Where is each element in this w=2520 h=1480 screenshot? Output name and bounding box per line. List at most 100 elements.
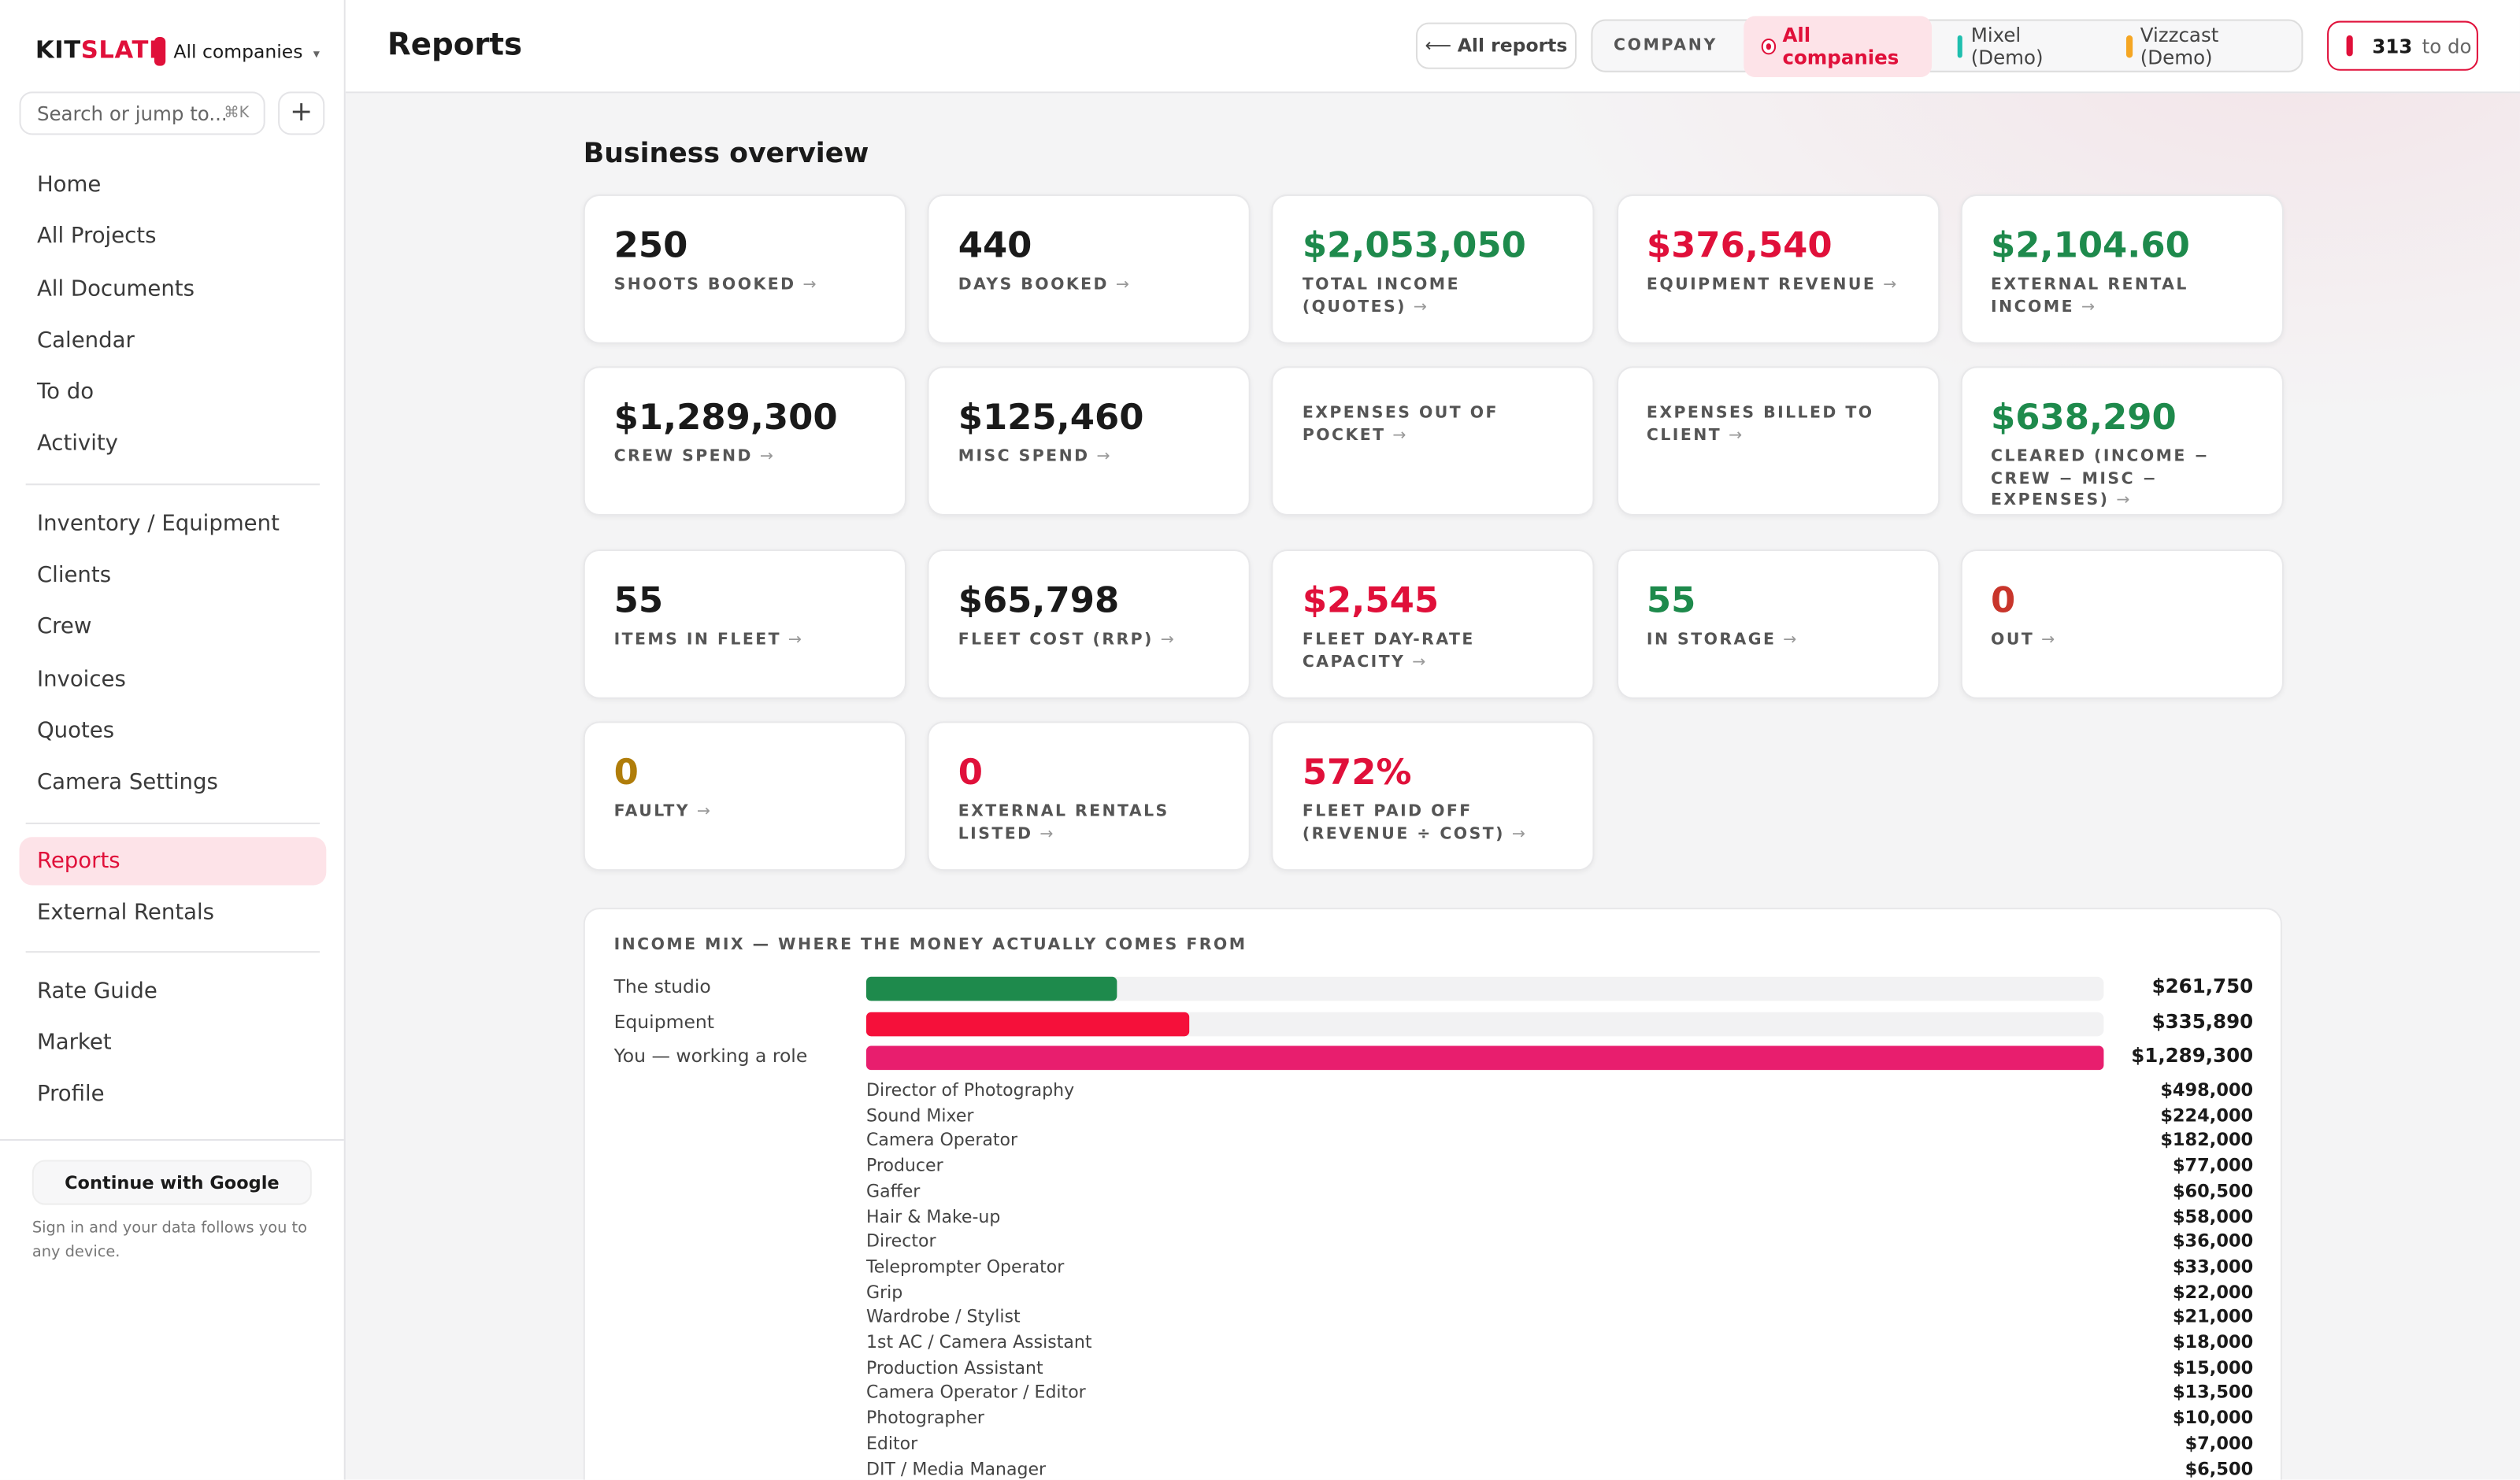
role-value: $15,000 (2172, 1356, 2254, 1378)
stat-label: FAULTY (614, 801, 878, 823)
stat-label: OUT (1991, 630, 2255, 652)
stat-card[interactable]: $376,540 EQUIPMENT REVENUE (1616, 194, 1940, 344)
stat-label: TOTAL INCOME (QUOTES) (1303, 275, 1566, 318)
stat-label: SHOOTS BOOKED (614, 275, 878, 297)
nav-item[interactable]: Home (36, 172, 102, 198)
bar-track (865, 1012, 2104, 1037)
role-value: $36,000 (2172, 1230, 2254, 1252)
role-value: $22,000 (2172, 1281, 2254, 1303)
stat-label: MISC SPEND (958, 446, 1222, 468)
stat-card[interactable]: $2,053,050 TOTAL INCOME (QUOTES) (1272, 194, 1595, 344)
panel-title: INCOME MIX — WHERE THE MONEY ACTUALLY CO… (613, 936, 1247, 955)
stat-card[interactable]: 440 DAYS BOOKED (927, 194, 1251, 344)
nav-item[interactable]: Reports (19, 836, 327, 885)
stat-card[interactable]: 55 ITEMS IN FLEET (583, 549, 907, 699)
logo-mark (154, 36, 166, 66)
todo-label: to do (2422, 34, 2472, 57)
role-value: $18,000 (2172, 1331, 2254, 1353)
nav-divider (25, 821, 321, 824)
role-label: Camera Operator (865, 1130, 1018, 1152)
stat-card[interactable]: 250 SHOOTS BOOKED (583, 194, 907, 344)
company-switch[interactable]: All companies (173, 40, 320, 63)
stat-value: 572% (1302, 753, 1412, 794)
role-value: $182,000 (2160, 1130, 2254, 1152)
company-name: All companies (1782, 23, 1899, 68)
nav-item[interactable]: Market (36, 1030, 112, 1056)
stat-card[interactable]: $1,289,300 CREW SPEND (583, 366, 907, 516)
brand-part: KIT (35, 35, 81, 65)
nav: Home All Projects All Documents Calendar To … (19, 159, 327, 1121)
stat-card[interactable]: 0 EXTERNAL RENTALS LISTED (927, 721, 1251, 871)
nav-item[interactable]: Inventory / Equipment (36, 510, 280, 537)
stat-card[interactable]: $2,104.60 EXTERNAL RENTAL INCOME (1960, 194, 2284, 344)
nav-item[interactable]: Clients (36, 562, 112, 589)
row-value: $1,289,300 (2131, 1044, 2254, 1067)
company-color (2126, 34, 2133, 57)
stat-value: $125,460 (958, 398, 1144, 439)
stat-label: IN STORAGE (1647, 630, 1910, 652)
stat-value: 250 (613, 226, 688, 267)
nav-item[interactable]: Rate Guide (36, 978, 158, 1005)
stat-value: $2,545 (1302, 581, 1440, 622)
stat-value: 0 (958, 753, 983, 794)
nav-item[interactable]: Crew (36, 614, 92, 641)
stat-card[interactable]: EXPENSES BILLED TO CLIENT (1616, 366, 1940, 516)
bar (865, 1012, 1189, 1037)
stat-label: EXPENSES BILLED TO CLIENT (1647, 403, 1910, 446)
stat-card[interactable]: EXPENSES OUT OF POCKET (1272, 366, 1595, 516)
role-value: $21,000 (2172, 1306, 2254, 1328)
search-box[interactable]: Search or jump to... ⌘K (19, 91, 265, 135)
bar (865, 1045, 2104, 1071)
nav-item[interactable]: All Projects (36, 224, 157, 250)
stat-label: EXPENSES OUT OF POCKET (1303, 403, 1566, 446)
nav-item[interactable]: Activity (36, 431, 118, 457)
nav-item[interactable]: Invoices (36, 666, 126, 692)
role-label: Director (865, 1230, 936, 1252)
stat-card[interactable]: $125,460 MISC SPEND (927, 366, 1251, 516)
nav-divider (25, 483, 321, 485)
sidebar (0, 0, 346, 1480)
brand-part: SLATE (80, 35, 166, 65)
nav-item[interactable]: Profile (36, 1082, 105, 1108)
nav-item[interactable]: Quotes (36, 718, 115, 744)
stat-card[interactable]: 0 OUT (1960, 549, 2284, 699)
nav-item[interactable]: External Rentals (36, 898, 215, 925)
add-button[interactable]: + (278, 91, 325, 135)
role-value: $224,000 (2160, 1104, 2254, 1126)
stat-card[interactable]: $2,545 FLEET DAY-RATE CAPACITY (1272, 549, 1595, 699)
role-label: Editor (865, 1432, 918, 1454)
role-value: $58,000 (2172, 1205, 2254, 1227)
nav-item[interactable]: Calendar (36, 327, 135, 353)
role-value: $77,000 (2172, 1155, 2254, 1177)
company-option[interactable]: All companies (1743, 15, 1932, 76)
role-value: $10,000 (2172, 1407, 2254, 1429)
todo-count: 313 (2372, 34, 2413, 57)
shortcut: ⌘K (224, 104, 250, 123)
role-label: Teleprompter Operator (865, 1256, 1065, 1278)
company-color (1957, 34, 1963, 57)
stat-card[interactable]: $638,290 CLEARED (INCOME − CREW − MISC − … (1960, 366, 2284, 516)
stat-value: 0 (1991, 581, 2016, 622)
nav-item[interactable]: Camera Settings (36, 770, 218, 796)
role-label: Photographer (865, 1407, 984, 1429)
nav-item[interactable]: All Documents (36, 276, 195, 302)
stat-value: $1,289,300 (613, 398, 838, 439)
role-value: $498,000 (2160, 1079, 2254, 1101)
bar-track (865, 1045, 2104, 1071)
stat-value: $2,104.60 (1991, 226, 2190, 267)
nav-item[interactable]: To do (36, 379, 94, 405)
stat-value: 440 (958, 226, 1032, 267)
stat-card[interactable]: 572% FLEET PAID OFF (REVENUE ÷ COST) (1272, 721, 1595, 871)
company-option[interactable]: Mixel (Demo) (1938, 15, 2101, 76)
stat-card[interactable]: 0 FAULTY (583, 721, 907, 871)
company-option[interactable]: Vizzcast (Demo) (2107, 15, 2295, 76)
brand[interactable]: KITSLATE (35, 35, 166, 65)
role-value: $13,500 (2172, 1382, 2254, 1404)
stat-card[interactable]: $65,798 FLEET COST (RRP) (927, 549, 1251, 699)
back-button[interactable]: All reports (1415, 22, 1577, 69)
google-button[interactable]: Continue with Google (32, 1160, 312, 1205)
todo-button[interactable]: 313 to do (2327, 20, 2478, 71)
stat-card[interactable]: 55 IN STORAGE (1616, 549, 1940, 699)
